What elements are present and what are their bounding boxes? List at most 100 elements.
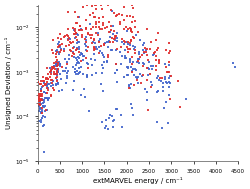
Point xyxy=(39,111,43,114)
Point xyxy=(111,40,115,43)
Point xyxy=(151,54,155,57)
Point xyxy=(55,49,59,52)
Point xyxy=(42,123,46,126)
Point xyxy=(126,41,130,44)
Point xyxy=(84,27,88,30)
Point xyxy=(39,89,43,92)
Point xyxy=(82,88,86,91)
Point xyxy=(46,108,50,111)
Point xyxy=(91,25,95,28)
Point xyxy=(48,82,52,85)
Point xyxy=(48,67,52,70)
Point xyxy=(42,81,46,84)
Point xyxy=(169,74,173,77)
Point xyxy=(40,116,44,119)
Point xyxy=(50,78,54,81)
Point xyxy=(95,47,99,50)
Point xyxy=(41,79,45,82)
Point xyxy=(49,71,53,74)
Point xyxy=(41,99,45,102)
Point xyxy=(63,57,67,60)
Point xyxy=(97,40,101,43)
Point xyxy=(42,99,46,102)
Point xyxy=(157,59,161,62)
Point xyxy=(49,82,53,85)
Point xyxy=(96,32,100,35)
Point xyxy=(72,32,76,35)
Point xyxy=(84,19,87,22)
Point xyxy=(74,33,78,36)
Point xyxy=(96,16,100,19)
Point xyxy=(116,69,119,72)
Point xyxy=(131,45,135,48)
Point xyxy=(154,58,158,61)
Point xyxy=(129,83,133,86)
Point xyxy=(40,88,44,91)
Point xyxy=(38,98,42,101)
Point xyxy=(60,66,64,69)
Point xyxy=(148,72,152,75)
Point xyxy=(143,46,147,49)
Point xyxy=(131,68,135,71)
Point xyxy=(164,49,168,52)
Point xyxy=(168,41,172,44)
Point xyxy=(54,82,58,85)
Point xyxy=(42,101,46,104)
Point xyxy=(60,69,64,72)
Point xyxy=(101,67,105,70)
Point xyxy=(112,37,116,40)
Point xyxy=(115,47,119,50)
Point xyxy=(124,57,128,60)
Point xyxy=(40,98,44,101)
Point xyxy=(232,66,236,69)
Point xyxy=(54,60,58,64)
Point xyxy=(102,126,106,129)
Point xyxy=(94,21,98,24)
Point xyxy=(84,48,88,51)
Point xyxy=(40,98,44,101)
Point xyxy=(76,60,80,64)
Point xyxy=(52,73,56,76)
Point xyxy=(42,91,46,94)
Point xyxy=(133,20,137,23)
Point xyxy=(55,65,59,68)
Point xyxy=(122,6,126,9)
Point xyxy=(129,29,133,32)
Point xyxy=(40,93,44,96)
Point xyxy=(49,72,53,75)
Point xyxy=(54,74,58,77)
Point xyxy=(150,68,154,71)
Point xyxy=(56,70,60,74)
Point xyxy=(148,47,152,50)
Point xyxy=(137,58,141,61)
Point xyxy=(52,39,56,42)
Point xyxy=(115,68,119,71)
Point xyxy=(90,64,94,67)
Point xyxy=(136,61,140,64)
Point xyxy=(126,51,130,54)
Point xyxy=(168,85,172,88)
Point xyxy=(130,39,134,42)
Point xyxy=(60,89,64,92)
Point xyxy=(85,75,89,78)
Point xyxy=(136,30,140,33)
Point xyxy=(103,26,107,29)
Point xyxy=(58,73,62,76)
Point xyxy=(81,54,85,57)
Point xyxy=(67,54,71,57)
Point xyxy=(130,3,134,6)
Point xyxy=(125,30,129,33)
Point xyxy=(72,29,76,33)
Point xyxy=(43,109,47,112)
Point xyxy=(156,75,160,78)
Point xyxy=(37,110,41,113)
Point xyxy=(86,61,89,64)
Point xyxy=(56,44,60,47)
Point xyxy=(102,22,105,25)
Point xyxy=(80,53,84,56)
Point xyxy=(75,22,79,25)
Point xyxy=(130,107,134,110)
Point xyxy=(115,80,119,83)
Point xyxy=(122,39,126,42)
Point xyxy=(126,27,130,30)
